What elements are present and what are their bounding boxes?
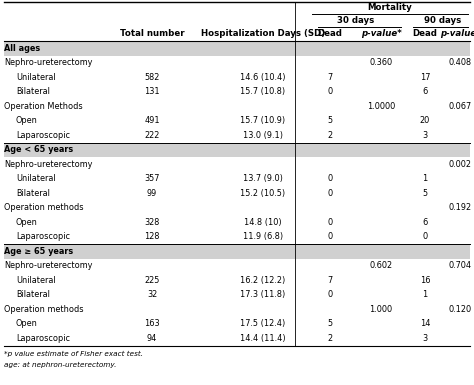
Text: 0.192: 0.192 [448,203,472,212]
Text: 14.8 (10): 14.8 (10) [244,218,282,227]
Text: Unilateral: Unilateral [16,174,55,183]
Text: 17: 17 [420,73,430,82]
Text: All ages: All ages [4,44,40,53]
Text: 32: 32 [147,290,157,299]
Text: Mortality: Mortality [368,3,412,12]
Text: 0: 0 [328,218,333,227]
Text: 30 days: 30 days [337,16,374,25]
Text: Operation methods: Operation methods [4,305,83,314]
Text: 2: 2 [328,334,333,343]
Text: 6: 6 [422,218,428,227]
Text: Unilateral: Unilateral [16,276,55,285]
Text: Bilateral: Bilateral [16,290,50,299]
Text: 16: 16 [420,276,430,285]
Text: Operation Methods: Operation Methods [4,102,82,111]
Text: 16.2 (12.2): 16.2 (12.2) [240,276,286,285]
Text: 3: 3 [422,334,428,343]
Text: 13.7 (9.0): 13.7 (9.0) [243,174,283,183]
Text: 1.0000: 1.0000 [367,102,395,111]
Text: 13.0 (9.1): 13.0 (9.1) [243,131,283,140]
Text: p-value*: p-value* [361,29,401,38]
Text: 0.067: 0.067 [448,102,472,111]
Text: age: at nephron-ureterectomy.: age: at nephron-ureterectomy. [4,362,117,368]
Text: 90 days: 90 days [424,16,461,25]
Text: 1: 1 [422,174,428,183]
Text: Hospitalization Days (SD): Hospitalization Days (SD) [201,29,325,38]
Text: 328: 328 [144,218,160,227]
Text: 94: 94 [147,334,157,343]
Text: 20: 20 [420,116,430,125]
Text: 357: 357 [144,174,160,183]
Bar [4,142,470,157]
Text: 582: 582 [144,73,160,82]
Text: 11.9 (6.8): 11.9 (6.8) [243,232,283,241]
Text: 0: 0 [328,290,333,299]
Text: 5: 5 [328,116,333,125]
Bar [4,244,470,258]
Text: 15.7 (10.9): 15.7 (10.9) [240,116,285,125]
Text: Bilateral: Bilateral [16,189,50,198]
Text: Nephro-ureterectomy: Nephro-ureterectomy [4,58,92,67]
Text: 0.002: 0.002 [448,160,472,169]
Text: 14.4 (11.4): 14.4 (11.4) [240,334,286,343]
Bar [4,41,470,55]
Text: 0: 0 [328,189,333,198]
Text: Bilateral: Bilateral [16,87,50,96]
Text: p-value*: p-value* [439,29,474,38]
Text: 99: 99 [147,189,157,198]
Text: 14: 14 [420,319,430,328]
Text: 0: 0 [422,232,428,241]
Text: 5: 5 [328,319,333,328]
Text: 163: 163 [144,319,160,328]
Text: 1: 1 [422,290,428,299]
Text: Total number: Total number [120,29,184,38]
Text: 0.360: 0.360 [369,58,392,67]
Text: 0.704: 0.704 [448,261,472,270]
Text: 6: 6 [422,87,428,96]
Text: Open: Open [16,116,38,125]
Text: 0.408: 0.408 [448,58,472,67]
Text: 0: 0 [328,174,333,183]
Text: 0.602: 0.602 [369,261,392,270]
Text: Nephro-ureterectomy: Nephro-ureterectomy [4,261,92,270]
Text: 7: 7 [328,276,333,285]
Text: 15.7 (10.8): 15.7 (10.8) [240,87,285,96]
Text: 0: 0 [328,232,333,241]
Text: Dead: Dead [318,29,342,38]
Text: Age < 65 years: Age < 65 years [4,145,73,154]
Text: 2: 2 [328,131,333,140]
Text: Open: Open [16,218,38,227]
Text: 17.3 (11.8): 17.3 (11.8) [240,290,286,299]
Text: 131: 131 [144,87,160,96]
Text: Open: Open [16,319,38,328]
Text: 15.2 (10.5): 15.2 (10.5) [240,189,285,198]
Text: *p value estimate of Fisher exact test.: *p value estimate of Fisher exact test. [4,350,143,357]
Text: 222: 222 [144,131,160,140]
Text: Unilateral: Unilateral [16,73,55,82]
Text: Dead: Dead [412,29,438,38]
Text: 225: 225 [144,276,160,285]
Text: Age ≥ 65 years: Age ≥ 65 years [4,247,73,256]
Text: Nephro-ureterectomy: Nephro-ureterectomy [4,160,92,169]
Text: 0: 0 [328,87,333,96]
Text: Operation methods: Operation methods [4,203,83,212]
Text: 1.000: 1.000 [369,305,392,314]
Text: 3: 3 [422,131,428,140]
Text: 5: 5 [422,189,428,198]
Text: 128: 128 [144,232,160,241]
Text: 14.6 (10.4): 14.6 (10.4) [240,73,286,82]
Text: 7: 7 [328,73,333,82]
Text: Laparoscopic: Laparoscopic [16,334,70,343]
Text: 0.120: 0.120 [448,305,472,314]
Text: 17.5 (12.4): 17.5 (12.4) [240,319,286,328]
Text: 491: 491 [144,116,160,125]
Text: Laparoscopic: Laparoscopic [16,232,70,241]
Text: Laparoscopic: Laparoscopic [16,131,70,140]
